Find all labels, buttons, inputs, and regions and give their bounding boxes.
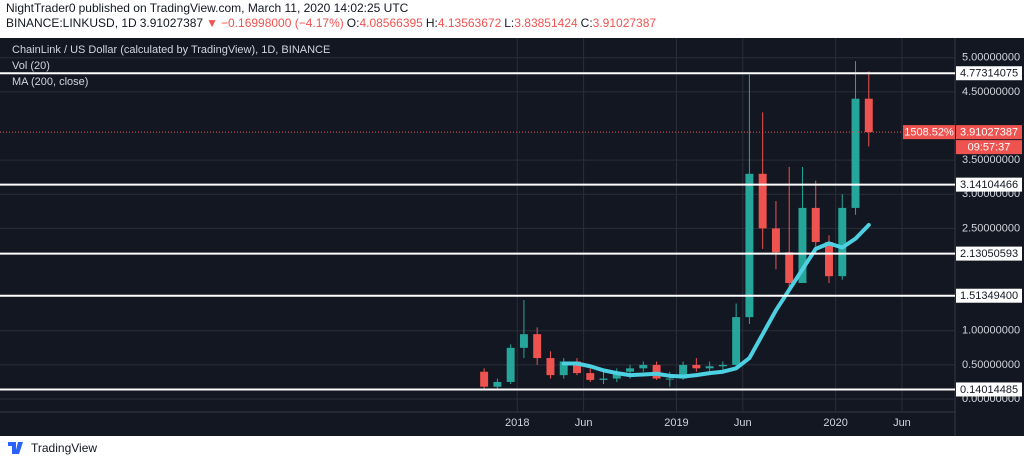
candle-body xyxy=(652,364,661,379)
level-label: 2.13050593 xyxy=(960,248,1018,260)
footer-logo[interactable]: TradingView xyxy=(8,441,97,455)
candle-body xyxy=(705,366,714,369)
indicator-label: Vol (20) xyxy=(12,60,50,72)
candle-body xyxy=(665,378,674,380)
candle-body xyxy=(493,381,502,387)
countdown-box xyxy=(956,140,1022,155)
logo-icon xyxy=(8,442,23,454)
y-tick-label: 1.00000000 xyxy=(962,325,1020,337)
ohlc-value: 4.08566395 xyxy=(359,16,423,30)
y-tick-label: 0.50000000 xyxy=(962,359,1020,371)
y-tick-label: 4.50000000 xyxy=(962,86,1020,98)
published: published on TradingView.com, March 11, … xyxy=(78,1,409,15)
chart-title: ChainLink / US Dollar (calculated by Tra… xyxy=(12,44,330,56)
candle-body xyxy=(533,334,542,359)
y-tick-label: 5.00000000 xyxy=(962,52,1020,64)
level-label: 3.14104466 xyxy=(960,179,1018,191)
candle-body xyxy=(612,371,621,379)
level-label-box xyxy=(956,382,1022,397)
ohlc-label: O: xyxy=(346,16,360,30)
candle-body xyxy=(785,252,794,283)
symbol-line: BINANCE:LINKUSD, 1D 3.91027387 ▼ −0.1699800… xyxy=(6,16,659,31)
candle-body xyxy=(825,242,833,277)
candle-body xyxy=(586,373,595,380)
level-label-box xyxy=(956,177,1022,192)
x-tick-label: Jun xyxy=(734,417,752,429)
candle-body xyxy=(639,364,648,369)
y-tick-label: 2.50000000 xyxy=(962,222,1020,234)
candle-body xyxy=(506,347,515,382)
candle-body xyxy=(480,371,489,387)
header: NightTrader0 published on TradingView.com… xyxy=(6,1,659,31)
candle-body xyxy=(573,361,581,374)
ohlc-value: 3.91027387 xyxy=(592,16,657,30)
level-label: 4.77314075 xyxy=(960,68,1018,80)
x-tick-label: Jun xyxy=(893,417,911,429)
candle-body xyxy=(745,173,754,318)
symbol: BINANCE:LINKUSD, 1D xyxy=(6,16,137,30)
candle-body xyxy=(851,98,860,208)
price-box xyxy=(956,125,1022,140)
candle-body xyxy=(546,358,555,376)
candle-body xyxy=(519,334,528,348)
y-tick-label: 3.50000000 xyxy=(962,154,1020,166)
author[interactable]: NightTrader0 xyxy=(6,1,76,15)
price-label: 3.91027387 xyxy=(960,127,1018,139)
change-box xyxy=(903,125,955,140)
ohlc-label: C: xyxy=(580,16,593,30)
candle-body xyxy=(718,364,727,367)
candle-body xyxy=(559,361,568,376)
candle-body xyxy=(864,98,873,133)
candle-body xyxy=(838,207,847,277)
x-tick-label: 2019 xyxy=(664,417,688,429)
candle-body xyxy=(732,317,741,365)
candle-body xyxy=(811,207,820,243)
level-label-box xyxy=(956,246,1022,261)
candle-body xyxy=(771,228,780,253)
candle-body xyxy=(758,173,767,229)
ohlc-value: 3.83851424 xyxy=(514,16,578,30)
ohlc-label: H: xyxy=(425,16,438,30)
x-tick-label: Jun xyxy=(575,417,593,429)
brand: TradingView xyxy=(31,441,97,455)
publish-line: NightTrader0 published on TradingView.com… xyxy=(6,1,659,16)
change-label: 1508.52% xyxy=(904,127,954,139)
x-tick-label: 2020 xyxy=(823,417,847,429)
candle-body xyxy=(599,378,608,380)
candle-body xyxy=(679,364,688,379)
candle-body xyxy=(798,207,807,283)
level-label-box xyxy=(956,288,1022,303)
change: −0.16998000 (−4.17%) xyxy=(221,16,344,30)
indicator-label: MA (200, close) xyxy=(12,76,88,88)
price: 3.91027387 xyxy=(139,16,204,30)
level-label: 1.51349400 xyxy=(960,290,1018,302)
ohlc-value: 4.13563672 xyxy=(437,16,502,30)
candle-body xyxy=(692,364,701,369)
direction: ▼ xyxy=(206,16,218,30)
ohlc-label: L: xyxy=(504,16,515,30)
x-tick-label: 2018 xyxy=(505,417,529,429)
moving-average xyxy=(561,222,871,379)
candle-body xyxy=(626,368,635,372)
level-label: 0.14014485 xyxy=(960,384,1018,396)
level-label-box xyxy=(956,66,1022,81)
countdown-label: 09:57:37 xyxy=(968,142,1011,154)
